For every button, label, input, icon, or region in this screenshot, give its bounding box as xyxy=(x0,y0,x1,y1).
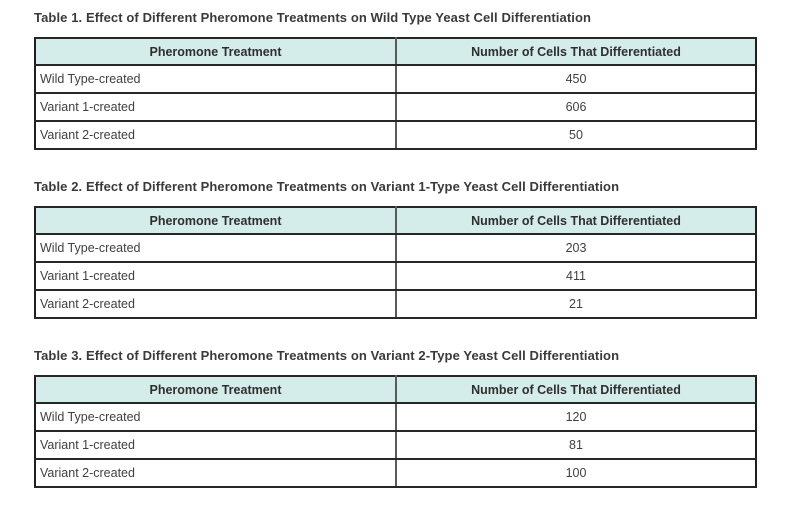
header-row: Pheromone Treatment Number of Cells That … xyxy=(35,375,756,404)
column-header-pheromone-treatment: Pheromone Treatment xyxy=(35,206,397,235)
table-row: Wild Type-created 120 xyxy=(35,402,756,432)
count-cell: 411 xyxy=(396,261,756,291)
column-header-pheromone-treatment: Pheromone Treatment xyxy=(35,37,397,66)
count-cell: 606 xyxy=(396,92,756,122)
column-header-cells-differentiated: Number of Cells That Differentiated xyxy=(396,375,756,404)
count-cell: 120 xyxy=(396,402,756,432)
treatment-cell: Wild Type-created xyxy=(35,402,397,432)
column-header-cells-differentiated: Number of Cells That Differentiated xyxy=(396,37,756,66)
table-row: Variant 1-created 411 xyxy=(35,261,756,291)
table-body: Wild Type-created 450 Variant 1-created 606… xyxy=(35,64,756,150)
treatment-cell: Variant 1-created xyxy=(35,92,397,122)
document-page: Table 1. Effect of Different Pheromone T… xyxy=(34,10,788,488)
header-row: Pheromone Treatment Number of Cells That … xyxy=(35,37,756,66)
data-table: Pheromone Treatment Number of Cells That … xyxy=(34,375,757,488)
table-row: Variant 2-created 50 xyxy=(35,120,756,150)
table-body: Wild Type-created 203 Variant 1-created 411… xyxy=(35,233,756,319)
table-row: Variant 1-created 606 xyxy=(35,92,756,122)
table-title: Table 1. Effect of Different Pheromone T… xyxy=(34,10,592,25)
table-body: Wild Type-created 120 Variant 1-created 81 V… xyxy=(35,402,756,488)
count-cell: 81 xyxy=(396,430,756,460)
table-row: Wild Type-created 203 xyxy=(35,233,756,263)
data-table: Pheromone Treatment Number of Cells That … xyxy=(34,37,757,150)
treatment-cell: Variant 2-created xyxy=(35,458,397,488)
treatment-cell: Variant 2-created xyxy=(35,289,397,319)
treatment-cell: Variant 2-created xyxy=(35,120,397,150)
table-title: Table 2. Effect of Different Pheromone T… xyxy=(34,179,620,194)
data-table: Pheromone Treatment Number of Cells That … xyxy=(34,206,757,319)
table-row: Variant 1-created 81 xyxy=(35,430,756,460)
count-cell: 21 xyxy=(396,289,756,319)
treatment-cell: Wild Type-created xyxy=(35,64,397,94)
table-row: Wild Type-created 450 xyxy=(35,64,756,94)
table-section: Table 2. Effect of Different Pheromone T… xyxy=(34,179,788,319)
header-row: Pheromone Treatment Number of Cells That … xyxy=(35,206,756,235)
count-cell: 100 xyxy=(396,458,756,488)
table-row: Variant 2-created 21 xyxy=(35,289,756,319)
table-head: Pheromone Treatment Number of Cells That … xyxy=(35,37,756,66)
treatment-cell: Wild Type-created xyxy=(35,233,397,263)
table-head: Pheromone Treatment Number of Cells That … xyxy=(35,206,756,235)
count-cell: 203 xyxy=(396,233,756,263)
count-cell: 50 xyxy=(396,120,756,150)
treatment-cell: Variant 1-created xyxy=(35,261,397,291)
treatment-cell: Variant 1-created xyxy=(35,430,397,460)
table-title: Table 3. Effect of Different Pheromone T… xyxy=(34,348,620,363)
table-section: Table 1. Effect of Different Pheromone T… xyxy=(34,10,788,150)
count-cell: 450 xyxy=(396,64,756,94)
table-row: Variant 2-created 100 xyxy=(35,458,756,488)
table-head: Pheromone Treatment Number of Cells That … xyxy=(35,375,756,404)
column-header-cells-differentiated: Number of Cells That Differentiated xyxy=(396,206,756,235)
table-section: Table 3. Effect of Different Pheromone T… xyxy=(34,348,788,488)
column-header-pheromone-treatment: Pheromone Treatment xyxy=(35,375,397,404)
